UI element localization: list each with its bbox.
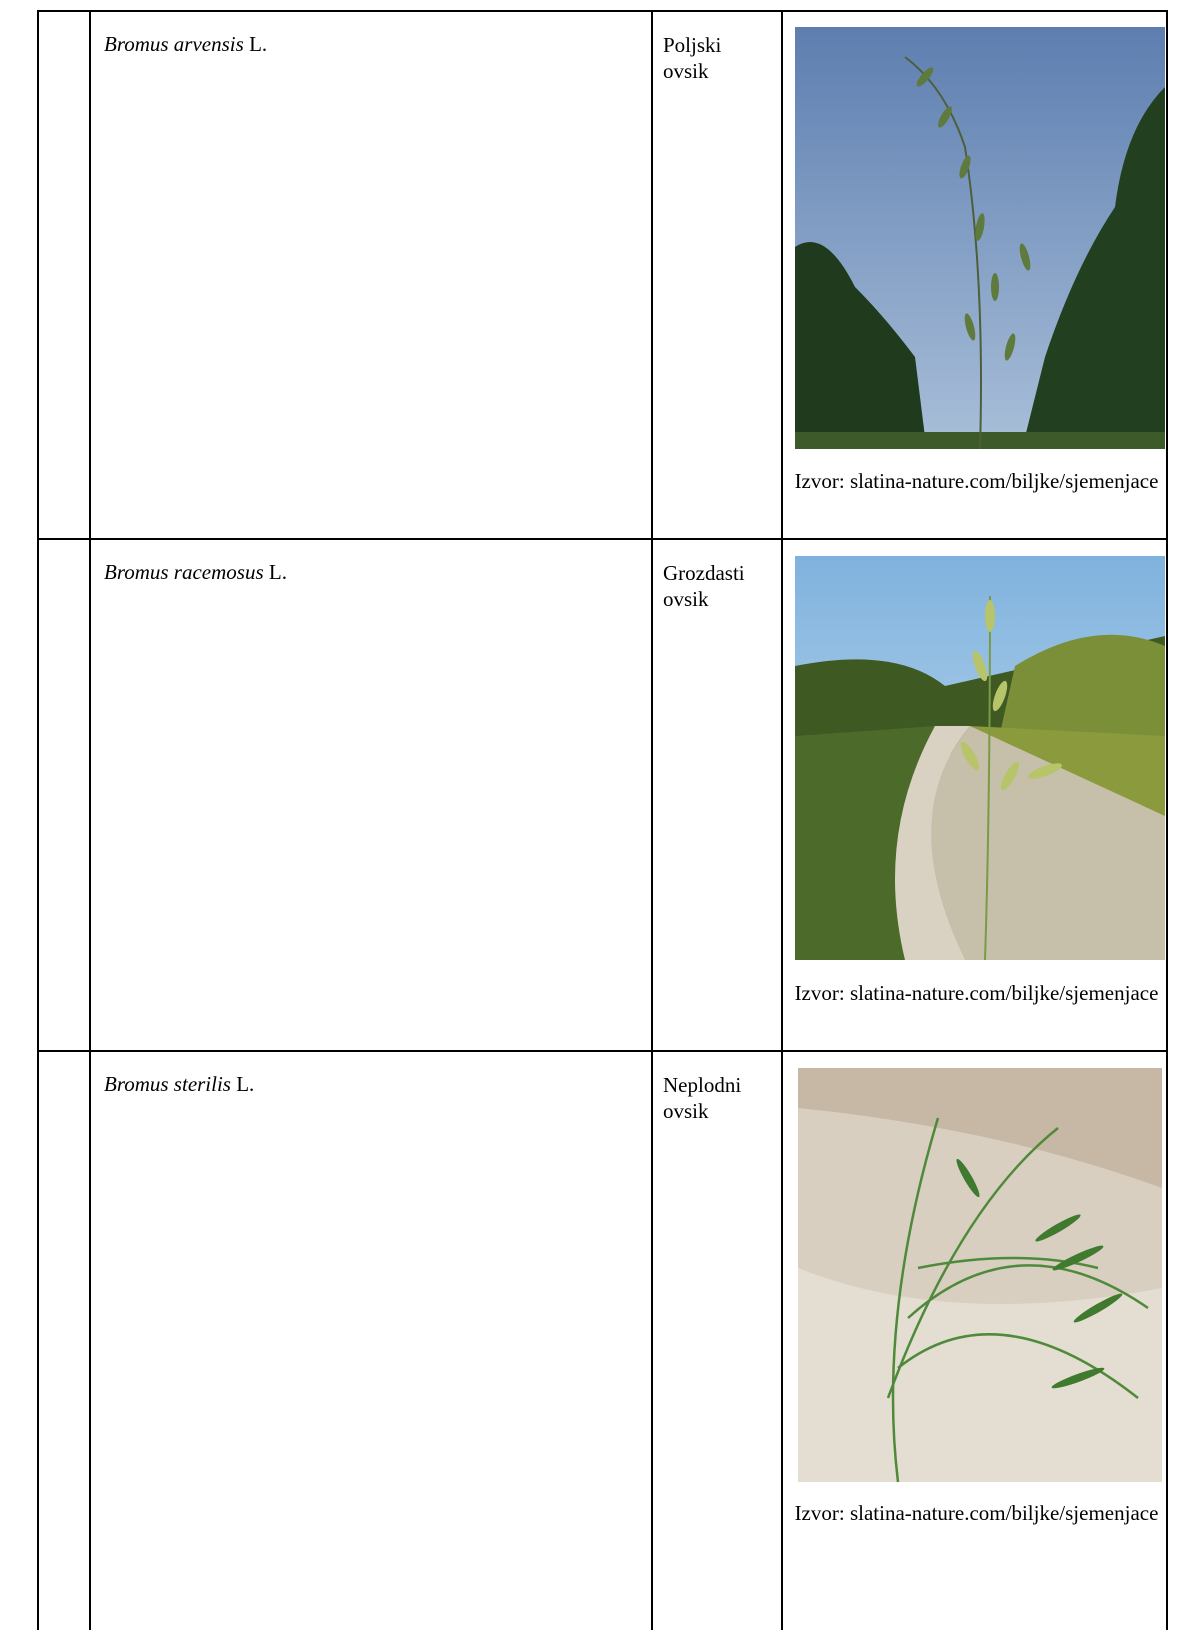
- authority: L.: [236, 1072, 255, 1096]
- caption: Izvor: slatina-nature.com/biljke/sjemenj…: [794, 981, 1159, 1005]
- common-name: Poljski ovsik: [663, 33, 722, 83]
- photo: [795, 556, 1165, 960]
- authority: L.: [249, 32, 268, 56]
- authority: L.: [268, 560, 287, 584]
- photo: [798, 1068, 1162, 1482]
- species-name: Bromus racemosus: [104, 560, 264, 584]
- table-row: Bromus arvensis L. Poljski ovsik Izvor: …: [37, 10, 1168, 540]
- species-name: Bromus sterilis: [104, 1072, 231, 1096]
- common-name: Neplodni ovsik: [663, 1073, 742, 1123]
- common-name: Grozdasti ovsik: [663, 561, 745, 611]
- species: Bromus sterilis L.: [104, 1072, 254, 1097]
- caption: Izvor: slatina-nature.com/biljke/sjemenj…: [794, 1501, 1159, 1525]
- table-row: Bromus racemosus L. Grozdasti ovsik Izvo…: [37, 538, 1168, 1052]
- species-name: Bromus arvensis: [104, 32, 244, 56]
- photo: [795, 27, 1165, 449]
- species: Bromus racemosus L.: [104, 560, 287, 585]
- species: Bromus arvensis L.: [104, 32, 267, 57]
- caption: Izvor: slatina-nature.com/biljke/sjemenj…: [794, 469, 1159, 493]
- table-row: Bromus sterilis L. Neplodni ovsik Izvor:…: [37, 1050, 1168, 1630]
